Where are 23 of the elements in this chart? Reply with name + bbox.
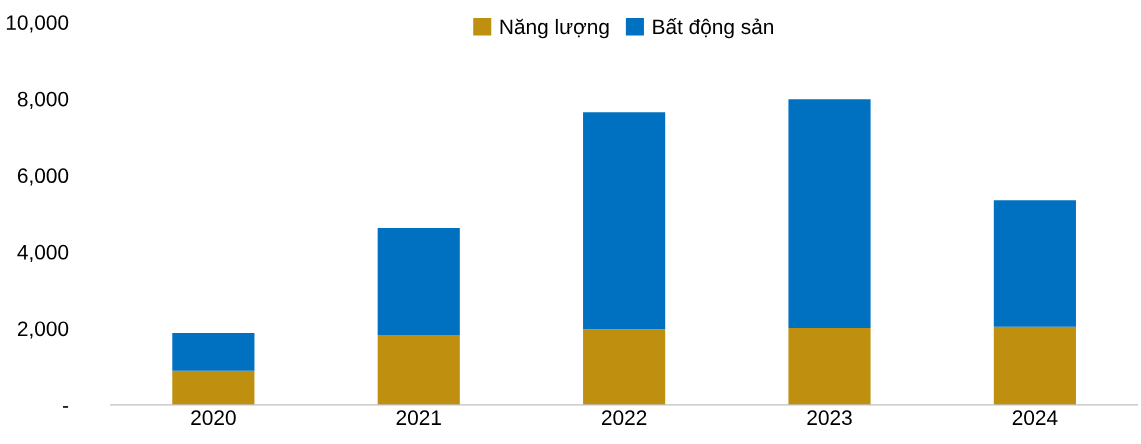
y-tick-label: 2,000 [17,321,69,339]
x-tick-label: 2024 [1012,410,1058,426]
legend-label: Năng lượng [500,18,609,39]
y-tick-label: 6,000 [17,168,69,186]
bar [993,200,1076,327]
bar [377,334,460,405]
legend-label: Bất động sản [653,17,773,39]
bar [583,112,666,330]
bar [172,370,255,405]
bar [993,326,1076,405]
y-tick-label: 4,000 [17,244,69,263]
x-tick-label: 2022 [602,410,647,426]
x-tick-label: 2020 [191,410,236,426]
bar [788,99,871,328]
y-tick-label: 10,000 [6,15,69,33]
bar [377,228,460,335]
x-tick-label: 2023 [807,410,852,426]
y-tick-label: - [63,406,69,408]
y-tick-label: 8,000 [17,91,69,109]
bar [788,328,871,405]
bar [583,329,666,405]
bar [172,332,255,371]
x-tick-label: 2021 [396,410,441,426]
